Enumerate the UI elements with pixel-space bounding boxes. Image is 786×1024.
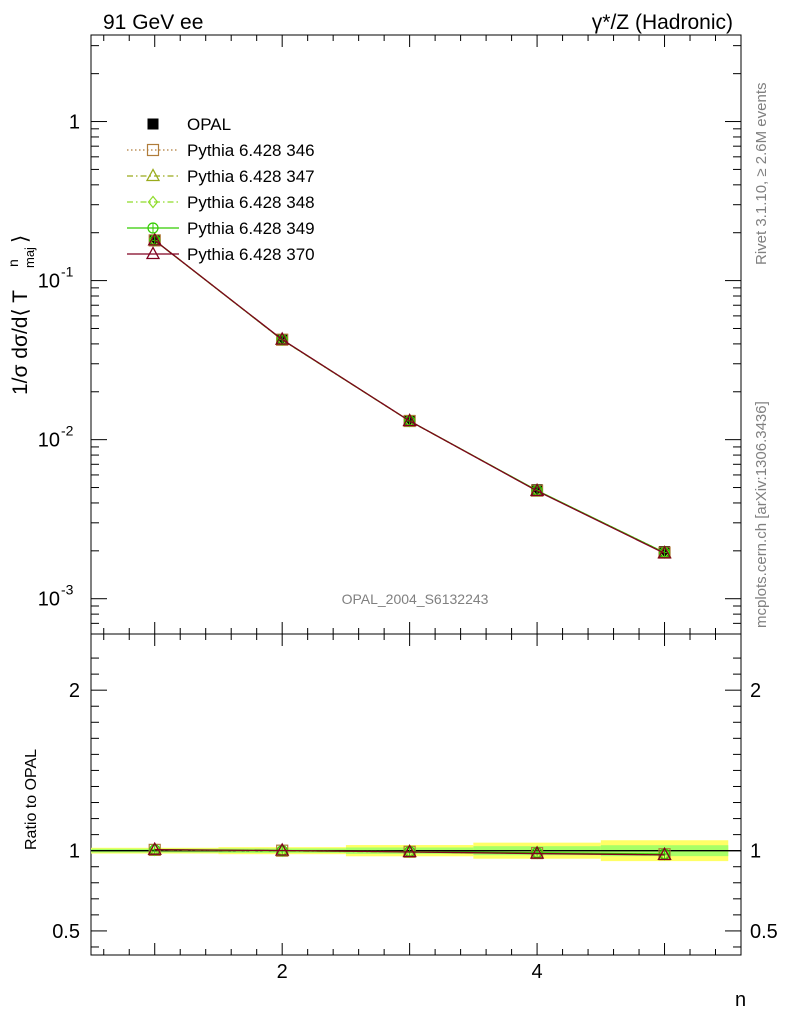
ratio-frame	[90, 633, 742, 956]
main-series-1-line	[154, 239, 665, 554]
main-series-5-point	[275, 331, 290, 345]
legend-entry-0-label: OPAL	[187, 115, 231, 134]
svg-text:maj: maj	[22, 247, 37, 268]
ratio-ylabel: Ratio to OPAL	[23, 749, 40, 850]
ratio-y-tick-label: 0.5	[52, 921, 80, 943]
ratio-series-4-point	[657, 846, 672, 860]
y-tick-label: 10	[38, 589, 60, 611]
main-series-2-line	[154, 239, 665, 554]
legend-entry-5-label: Pythia 6.428 370	[187, 245, 315, 264]
x-tick-label: 4	[532, 961, 543, 983]
legend-entry-2-label: Pythia 6.428 347	[187, 167, 315, 186]
y-tick-label: 1	[69, 112, 80, 134]
y-tick-exponent: -3	[61, 582, 74, 598]
legend-entry-4-label: Pythia 6.428 349	[187, 219, 315, 238]
svg-text:⟩: ⟩	[9, 235, 32, 243]
analysis-watermark: OPAL_2004_S6132243	[342, 591, 489, 607]
legend-entry-5-marker	[145, 246, 161, 260]
svg-text:1/σ dσ/d⟨ T: 1/σ dσ/d⟨ T	[9, 290, 32, 395]
ratio-y-tick-label: 2	[69, 680, 80, 702]
legend-entry-3-label: Pythia 6.428 348	[187, 193, 315, 212]
ratio-series-4-point	[275, 842, 290, 856]
legend-entry-4-marker	[147, 222, 159, 234]
ratio-y-tick-label-right: 0.5	[750, 921, 778, 943]
main-panel: 10 -310 -210 -11	[38, 34, 742, 635]
legend-entry-0-marker	[147, 118, 159, 130]
ratio-series-4-point	[147, 841, 162, 855]
main-series-5-line	[154, 239, 665, 554]
ratio-panel: 2 4 0.5 0.5 1 1 2 2	[52, 35, 778, 983]
ratio-y-tick-label-right: 2	[750, 680, 761, 702]
ratio-series-4-point	[529, 845, 545, 859]
legend-entry-3-marker	[147, 195, 159, 209]
ratio-y-tick-label: 1	[69, 841, 80, 863]
main-series-3-line	[154, 239, 665, 554]
ratio-series-4-line	[154, 849, 665, 856]
main-ylabel: 1/σ dσ/d⟨ T n maj ⟩	[5, 235, 37, 395]
legend-entry-1-label: Pythia 6.428 346	[187, 141, 315, 160]
y-tick-label: 10	[38, 271, 60, 293]
y-tick-exponent: -2	[61, 423, 74, 439]
y-tick-label: 10	[38, 430, 60, 452]
main-series-5-point	[402, 413, 417, 427]
legend-entry-2-marker	[145, 168, 161, 182]
rivet-label: Rivet 3.1.10, ≥ 2.6M events	[753, 83, 770, 266]
main-series-5-point	[147, 232, 162, 246]
main-series-4-line	[154, 239, 665, 554]
header-right: γ*/Z (Hadronic)	[592, 11, 733, 34]
legend: OPAL Pythia 6.428 346 Pythia 6.428 347 Pyth…	[127, 115, 315, 264]
ratio-y-tick-label-right: 1	[750, 841, 761, 863]
x-tick-label: 2	[277, 961, 288, 983]
main-series-5-point	[657, 545, 672, 559]
legend-entry-1-marker	[146, 143, 160, 157]
header-left: 91 GeV ee	[103, 11, 203, 34]
ratio-series-4-point	[402, 844, 417, 858]
y-tick-exponent: -1	[61, 264, 74, 280]
svg-text:n: n	[5, 259, 21, 267]
x-axis-label: n	[735, 989, 746, 1011]
main-series-5-point	[529, 483, 545, 497]
mcplots-label: mcplots.cern.ch [arXiv:1306.3436]	[753, 401, 770, 628]
